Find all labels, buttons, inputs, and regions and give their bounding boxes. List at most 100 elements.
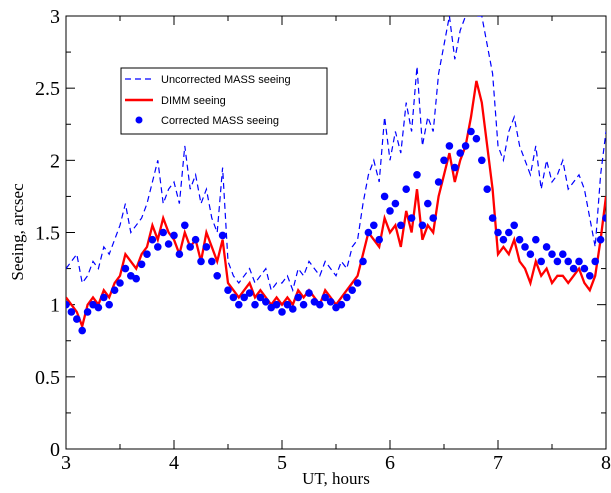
x-tick-label: 4: [169, 452, 179, 474]
corrected-mass-point: [294, 293, 303, 302]
corrected-mass-point: [397, 221, 405, 230]
corrected-mass-point: [413, 171, 421, 179]
corrected-mass-point: [478, 156, 486, 165]
corrected-mass-point: [272, 300, 281, 309]
corrected-mass-point: [256, 293, 265, 302]
corrected-mass-point: [316, 300, 324, 309]
corrected-mass-point: [121, 264, 130, 273]
x-tick-label: 3: [61, 452, 71, 474]
x-axis-label: UT, hours: [302, 469, 370, 488]
corrected-mass-point: [175, 250, 184, 258]
corrected-mass-point: [197, 257, 205, 266]
corrected-mass-point: [424, 199, 432, 208]
corrected-mass-point: [418, 221, 427, 230]
corrected-mass-point: [510, 221, 518, 230]
corrected-mass-point: [348, 286, 357, 295]
corrected-mass-point: [343, 293, 351, 302]
corrected-mass-point: [353, 279, 362, 287]
corrected-mass-point: [575, 257, 583, 266]
corrected-mass-point: [299, 300, 308, 309]
corrected-mass-point: [542, 243, 551, 251]
corrected-mass-point: [494, 228, 502, 237]
corrected-mass-point: [402, 185, 411, 193]
corrected-mass-point: [456, 149, 465, 157]
corrected-mass-point: [164, 240, 173, 248]
corrected-mass-point: [386, 207, 394, 215]
corrected-mass-point: [116, 279, 124, 287]
x-tick-label: 7: [493, 452, 503, 474]
corrected-mass-point: [278, 308, 286, 316]
corrected-mass-point: [191, 235, 200, 244]
corrected-mass-point: [596, 235, 605, 244]
corrected-mass-point: [100, 293, 108, 302]
corrected-mass-point: [515, 235, 524, 244]
corrected-mass-point: [202, 243, 211, 251]
corrected-mass-point: [218, 231, 227, 240]
corrected-mass-point: [208, 257, 216, 266]
corrected-mass-point: [251, 300, 259, 309]
corrected-mass-point: [591, 257, 599, 266]
corrected-mass-point: [407, 214, 416, 222]
corrected-mass-point: [434, 178, 443, 186]
corrected-mass-point: [283, 300, 292, 309]
corrected-mass-point: [559, 250, 567, 258]
corrected-mass-point: [483, 185, 492, 193]
legend-label-uncorrected: Uncorrected MASS seeing: [161, 74, 291, 86]
corrected-mass-point: [472, 134, 481, 143]
corrected-mass-point: [532, 235, 540, 244]
corrected-mass-point: [326, 298, 335, 306]
corrected-mass-point: [337, 300, 346, 309]
corrected-mass-point: [67, 308, 76, 316]
y-tick-label: 2: [50, 150, 60, 172]
corrected-mass-point: [467, 127, 475, 136]
series-group: [66, 16, 606, 335]
corrected-mass-point: [364, 228, 373, 237]
legend-swatch-corrected: [135, 116, 143, 124]
legend-label-corrected: Corrected MASS seeing: [161, 115, 279, 127]
y-axis-label: Seeing, arcsec: [8, 183, 27, 281]
corrected-mass-point: [380, 192, 389, 201]
y-tick-label: 1: [50, 295, 60, 317]
corrected-mass-point: [521, 243, 529, 251]
x-tick-label: 8: [601, 452, 611, 474]
corrected-mass-point: [499, 235, 508, 244]
corrected-mass-point: [245, 289, 254, 297]
legend-box: [120, 67, 328, 135]
corrected-mass-point: [370, 221, 378, 230]
corrected-mass-point: [170, 231, 178, 240]
corrected-mass-point: [83, 308, 92, 316]
corrected-mass-point: [235, 300, 243, 309]
y-tick-label: 1.5: [35, 223, 60, 245]
x-tick-label: 5: [277, 452, 287, 474]
axis-ticks: 3 4 5 6 7 8 0 0.5 1 1.5 2 2.5 3: [35, 6, 611, 474]
corrected-mass-point: [105, 300, 113, 309]
corrected-mass-point: [537, 257, 545, 266]
corrected-mass-point: [580, 264, 589, 273]
y-tick-label: 2.5: [35, 78, 60, 100]
corrected-mass-point: [78, 326, 86, 335]
corrected-mass-point: [602, 214, 606, 222]
corrected-mass-point: [137, 260, 146, 269]
uncorrected-mass-line: [66, 16, 606, 293]
corrected-mass-point: [66, 300, 70, 309]
corrected-mass-point: [586, 272, 594, 280]
corrected-mass-point: [553, 257, 562, 266]
corrected-mass-point: [224, 286, 232, 295]
corrected-mass-point: [564, 257, 572, 266]
corrected-mass-point: [445, 142, 454, 150]
corrected-mass-point: [461, 142, 470, 150]
corrected-mass-point: [262, 298, 270, 306]
corrected-mass-point: [229, 293, 238, 302]
corrected-mass-point: [148, 235, 157, 244]
corrected-mass-point: [240, 293, 248, 302]
corrected-mass-point: [375, 235, 384, 244]
corrected-mass-point: [154, 243, 162, 251]
corrected-mass-point: [526, 250, 535, 258]
y-tick-label: 0: [50, 439, 60, 461]
corrected-mass-point: [181, 221, 189, 230]
corrected-mass-point: [429, 214, 438, 222]
corrected-mass-point: [569, 264, 578, 273]
corrected-mass-point: [548, 250, 556, 258]
corrected-mass-point: [321, 293, 330, 302]
corrected-mass-point: [132, 274, 140, 283]
